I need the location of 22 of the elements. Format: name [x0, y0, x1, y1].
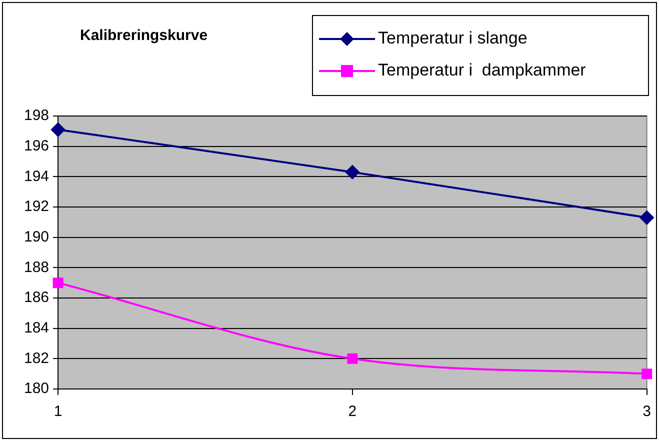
point	[642, 368, 652, 380]
legend-label: Temperatur i dampkammer	[378, 60, 586, 80]
x-tick-label: 1	[54, 403, 62, 420]
point	[640, 210, 654, 225]
point	[347, 353, 358, 364]
y-tick-label: 182	[24, 350, 50, 367]
x-tick-label: 3	[642, 403, 651, 420]
point	[345, 165, 360, 180]
y-tick-label: 198	[24, 107, 50, 124]
y-tick-label: 188	[24, 258, 50, 276]
y-tick-label: 186	[24, 289, 50, 306]
chart-title: Kalibreringskurve	[80, 27, 208, 44]
point	[51, 122, 66, 137]
y-tick-label: 194	[24, 168, 50, 185]
y-tick-label: 180	[24, 380, 50, 398]
y-tick-label: 192	[24, 198, 50, 216]
y-tick-label: 184	[24, 319, 50, 336]
y-tick-label: 196	[24, 137, 50, 154]
x-tick-label: 2	[348, 403, 357, 420]
point	[52, 278, 64, 288]
y-tick-label: 190	[24, 228, 50, 246]
legend-label: Temperatur i slange	[378, 28, 528, 48]
